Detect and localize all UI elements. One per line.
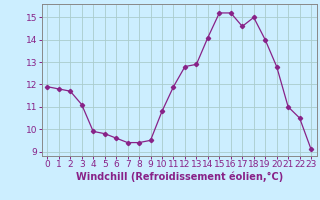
X-axis label: Windchill (Refroidissement éolien,°C): Windchill (Refroidissement éolien,°C) — [76, 172, 283, 182]
